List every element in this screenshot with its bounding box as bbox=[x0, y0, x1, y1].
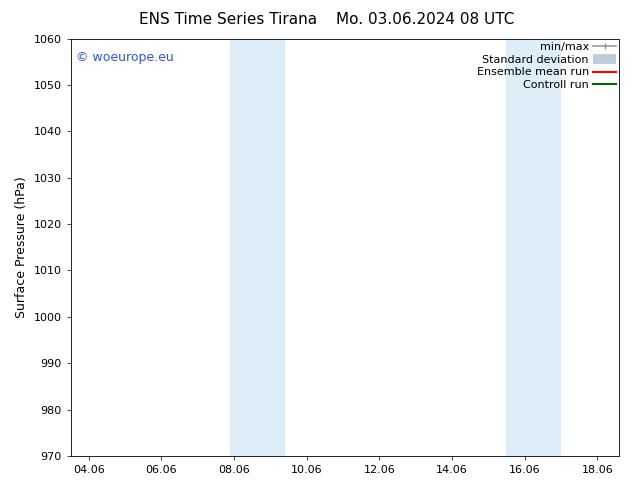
Text: Mo. 03.06.2024 08 UTC: Mo. 03.06.2024 08 UTC bbox=[335, 12, 514, 27]
Bar bbox=[231, 39, 285, 456]
Legend: min/max, Standard deviation, Ensemble mean run, Controll run: min/max, Standard deviation, Ensemble me… bbox=[477, 42, 616, 90]
Text: ENS Time Series Tirana: ENS Time Series Tirana bbox=[139, 12, 317, 27]
Y-axis label: Surface Pressure (hPa): Surface Pressure (hPa) bbox=[15, 176, 28, 318]
Bar bbox=[507, 39, 561, 456]
Text: © woeurope.eu: © woeurope.eu bbox=[76, 51, 174, 64]
